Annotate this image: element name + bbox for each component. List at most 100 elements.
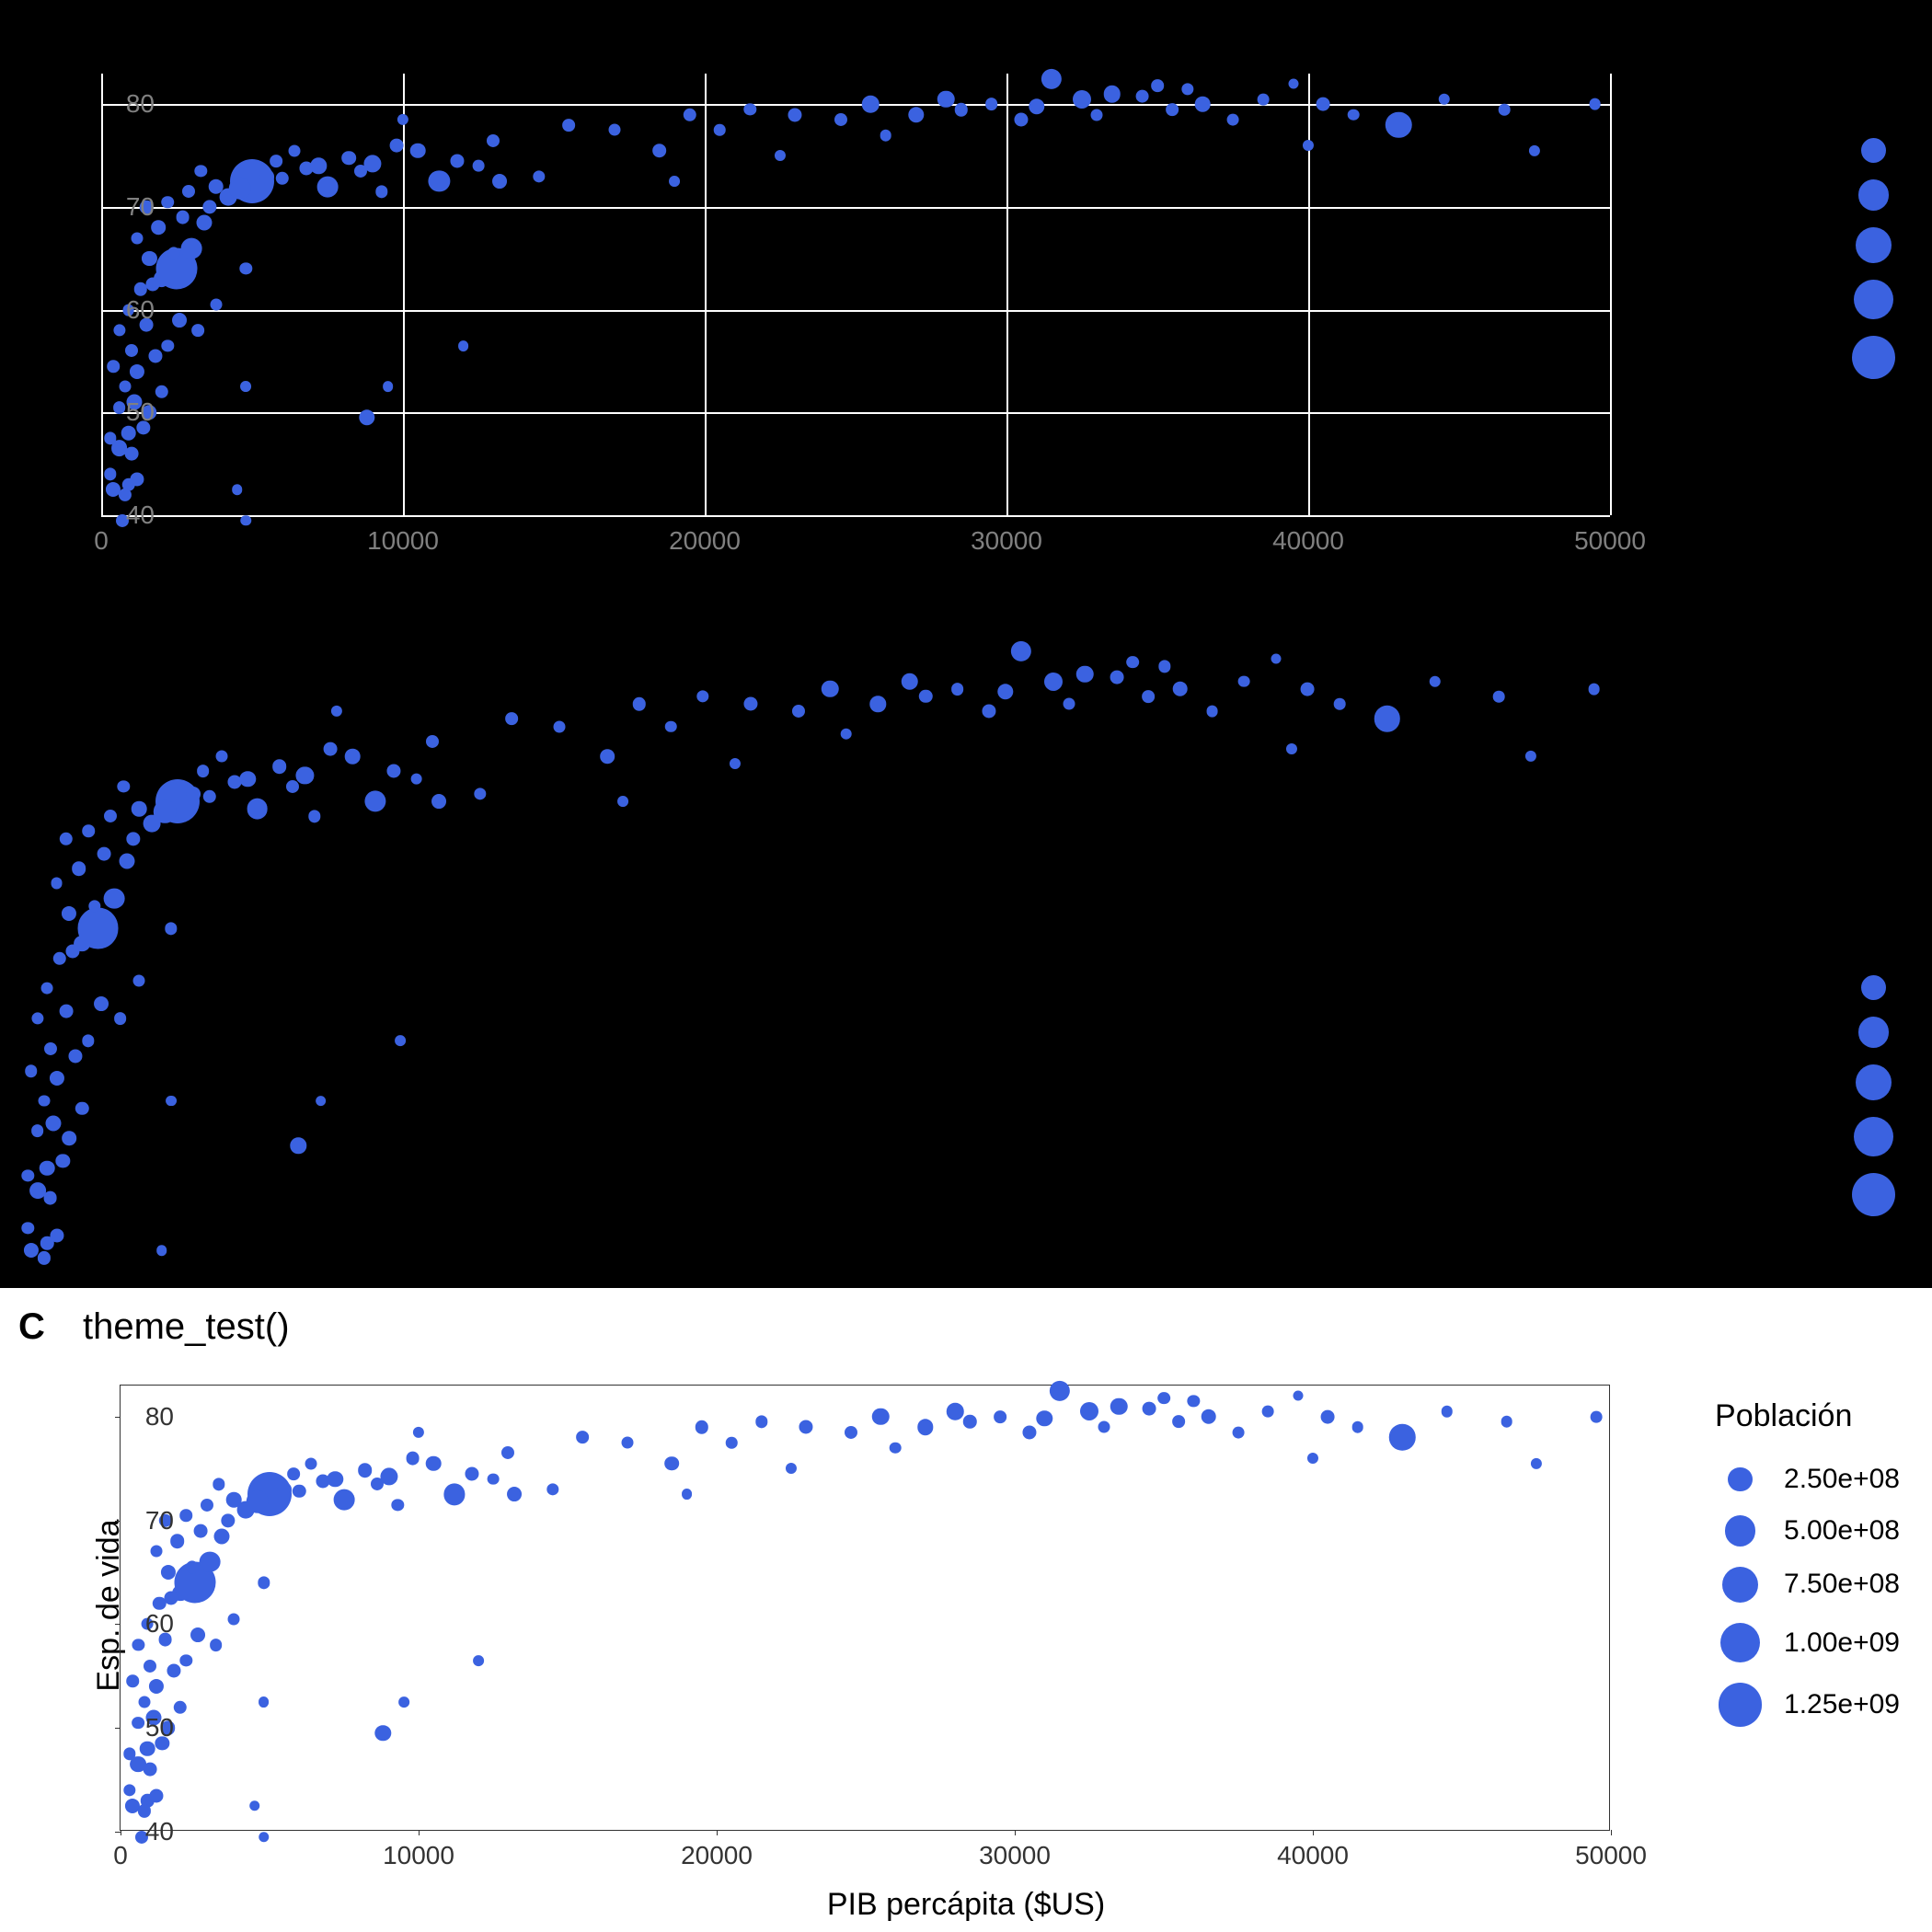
data-point <box>1181 83 1193 95</box>
data-point <box>305 1457 317 1469</box>
data-point <box>1098 1421 1110 1433</box>
legend-item <box>1858 179 1890 211</box>
data-point <box>1351 1421 1363 1433</box>
data-point <box>239 771 255 787</box>
data-point <box>38 1251 51 1264</box>
data-point <box>387 765 401 778</box>
legend-circle-icon <box>1856 227 1892 263</box>
plot-area-a: 405060708001000020000300004000050000 <box>101 74 1610 515</box>
data-point <box>364 790 385 811</box>
data-point <box>259 169 274 184</box>
data-point <box>150 1546 162 1558</box>
legend-item <box>1861 138 1886 163</box>
data-point <box>1142 1401 1156 1415</box>
data-point <box>398 1696 409 1708</box>
data-point <box>669 176 680 187</box>
data-point <box>324 742 338 756</box>
data-point <box>31 1124 44 1137</box>
data-point <box>963 1415 976 1428</box>
data-point <box>226 1492 242 1508</box>
data-point <box>126 1675 139 1688</box>
data-point <box>161 1565 176 1580</box>
legend-circle-icon <box>1719 1683 1762 1726</box>
legend-item <box>1856 1064 1892 1100</box>
x-tick-label: 50000 <box>1555 526 1665 556</box>
data-point <box>196 214 212 230</box>
data-point <box>1317 98 1330 111</box>
panel-tag: C <box>18 1306 45 1348</box>
data-point <box>60 832 73 845</box>
data-point <box>240 382 251 393</box>
data-point <box>345 749 361 765</box>
legend-b <box>1852 975 1895 1216</box>
data-point <box>862 96 880 113</box>
data-point <box>533 170 545 182</box>
data-point <box>872 1409 890 1426</box>
data-point <box>1104 86 1121 103</box>
data-point <box>161 339 173 351</box>
data-point <box>682 1489 693 1500</box>
data-point <box>179 1509 192 1522</box>
data-point <box>390 139 404 153</box>
data-point <box>104 468 116 480</box>
data-point <box>180 1654 192 1666</box>
panel-title: theme_test() <box>83 1306 290 1348</box>
data-point <box>1135 89 1149 103</box>
data-point <box>755 1416 767 1428</box>
legend-item: 2.50e+08 <box>1715 1464 1900 1495</box>
gridline-vertical <box>1610 74 1612 515</box>
plot-area-b <box>18 644 1610 1288</box>
data-point <box>166 1096 177 1107</box>
data-point <box>947 1403 964 1420</box>
data-point <box>167 1664 181 1678</box>
legend-circle-icon <box>1852 1173 1895 1216</box>
legend-a <box>1852 138 1895 379</box>
x-axis-title: PIB percápita ($US) <box>827 1887 1105 1923</box>
legend-item <box>1852 1173 1895 1216</box>
data-point <box>138 1804 151 1817</box>
data-point <box>1301 682 1315 696</box>
data-point <box>186 787 201 801</box>
data-point <box>202 790 215 803</box>
data-point <box>161 196 174 209</box>
data-point <box>917 1419 933 1434</box>
data-point <box>392 1499 404 1511</box>
gridline-horizontal <box>101 515 1610 517</box>
data-point <box>46 1115 62 1131</box>
legend-circle-icon <box>1725 1515 1756 1547</box>
gridline-vertical <box>705 74 707 515</box>
data-point <box>49 1071 63 1086</box>
data-point <box>1262 1406 1274 1418</box>
data-point <box>59 1004 73 1018</box>
data-point <box>443 1484 465 1505</box>
data-point <box>1588 683 1600 695</box>
data-point <box>1334 698 1346 710</box>
data-point <box>114 1012 127 1025</box>
data-point <box>997 684 1013 699</box>
data-point <box>125 344 138 357</box>
data-point <box>1589 98 1601 110</box>
data-point <box>194 1524 208 1537</box>
gridline-horizontal <box>101 207 1610 209</box>
data-point <box>410 143 426 158</box>
data-point <box>216 751 228 763</box>
data-point <box>296 767 314 785</box>
data-point <box>107 360 120 373</box>
data-point <box>492 174 507 189</box>
data-point <box>341 151 356 166</box>
data-point <box>221 1513 235 1527</box>
data-point <box>792 705 805 718</box>
legend-circle-icon <box>1861 975 1886 1000</box>
data-point <box>72 861 86 876</box>
data-point <box>148 349 162 362</box>
data-point <box>788 108 802 121</box>
data-point <box>358 1464 373 1478</box>
data-point <box>474 788 486 799</box>
legend-label: 2.50e+08 <box>1784 1464 1900 1495</box>
legend-item: 1.25e+09 <box>1715 1683 1900 1726</box>
data-point <box>50 1228 63 1242</box>
data-point <box>41 983 53 995</box>
data-point <box>308 811 320 822</box>
data-point <box>53 952 66 965</box>
data-point <box>144 1763 157 1777</box>
